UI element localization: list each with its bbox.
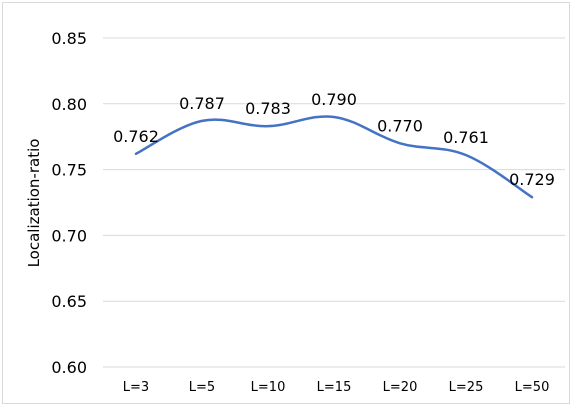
x-tick-label: L=3 (123, 380, 149, 395)
y-tick-label: 0.85 (51, 29, 87, 48)
data-label: 0.783 (245, 99, 291, 118)
data-label: 0.770 (377, 116, 423, 135)
series-lines (134, 115, 534, 199)
data-label: 0.761 (443, 128, 489, 147)
y-tick-label: 0.80 (51, 95, 87, 114)
x-tick-label: L=50 (515, 380, 550, 395)
y-tick-label: 0.70 (51, 226, 87, 245)
x-tick-label: L=10 (251, 380, 286, 395)
line-chart: 0.600.650.700.750.800.85 L=3 L=5 L=10 L=15 L… (25, 29, 565, 395)
x-tick-label: L=15 (317, 380, 352, 395)
data-labels: 0.762 0.787 0.783 0.790 0.770 0.761 0.729 (113, 90, 555, 189)
data-label: 0.790 (311, 90, 357, 109)
y-tick-label: 0.65 (51, 292, 87, 311)
series-line (134, 115, 534, 199)
x-axis-ticks: L=3 L=5 L=10 L=15 L=20 L=25 L=50 (123, 380, 550, 395)
chart-frame: 0.60 0.65 0.70 0.75 0.80 0.85 L=3 L=5 L=10 L=15 L… (2, 2, 570, 404)
y-tick-label: 0.75 (51, 161, 87, 180)
x-tick-label: L=25 (449, 380, 484, 395)
x-tick-label: L=5 (189, 380, 215, 395)
y-axis-ticks: 0.60 0.65 0.70 0.75 0.80 0.85 (51, 29, 87, 377)
x-tick-label: L=20 (383, 380, 418, 395)
data-label: 0.729 (509, 170, 555, 189)
data-label: 0.787 (179, 94, 225, 113)
y-axis-title: Localization-ratio (25, 139, 43, 268)
data-label: 0.762 (113, 127, 159, 146)
gridlines (103, 37, 565, 368)
y-tick-label: 0.60 (51, 358, 87, 377)
